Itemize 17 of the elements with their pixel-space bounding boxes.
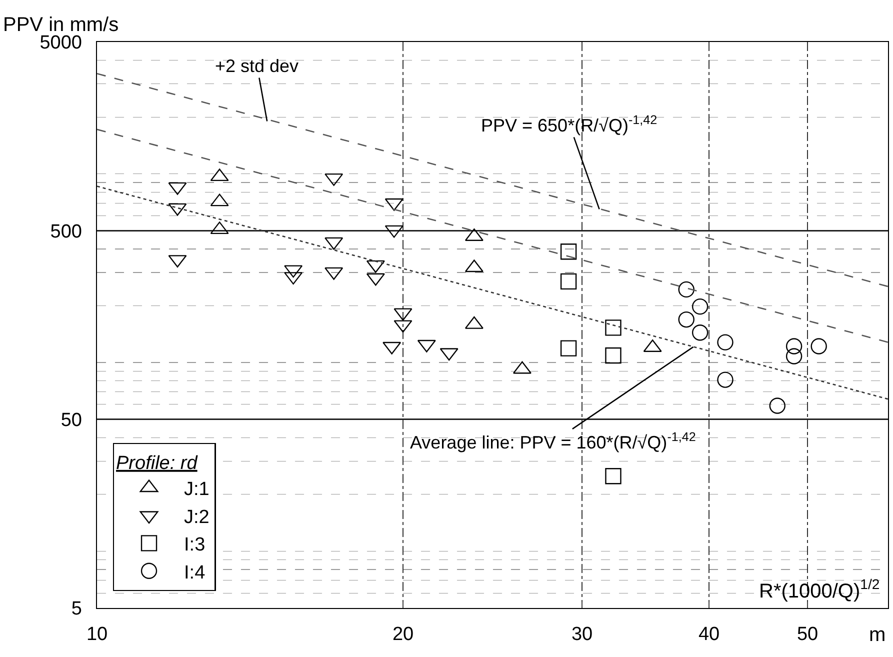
legend-label: I:3: [184, 534, 206, 556]
legend-title: Profile: rd: [116, 452, 199, 474]
annotation: +2 std dev: [215, 56, 299, 76]
legend-label: I:4: [184, 562, 206, 584]
x-tick-label: 10: [86, 624, 108, 645]
x-tick-label: 40: [698, 624, 720, 645]
x-tick-label: 30: [571, 624, 593, 645]
y-tick-label: 500: [50, 221, 82, 242]
text: m: [869, 624, 886, 646]
x-tick-label: 50: [796, 624, 818, 645]
x-axis-title: R*(1000/Q)$^{1/2}$: [759, 576, 880, 602]
legend-label: J:1: [184, 479, 210, 500]
y-tick-label: 5: [71, 598, 82, 620]
annotation: PPV = 650*(R/√Q)$^{-1,42}$: [481, 113, 658, 136]
y-tick-label: 50: [60, 410, 82, 431]
legend-label: J:2: [184, 506, 210, 528]
x-tick-label: 20: [392, 624, 414, 645]
